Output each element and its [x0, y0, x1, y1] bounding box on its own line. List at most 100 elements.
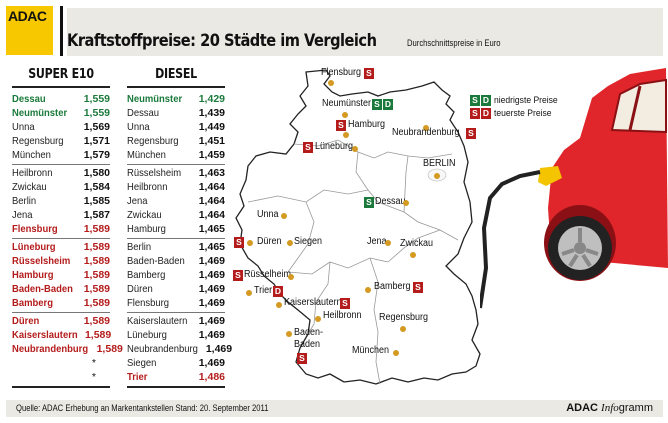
city-dot-icon [286, 331, 292, 337]
table-group: Berlin 1,465 Baden-Baden 1,469 Bamberg 1,469 D… [127, 239, 225, 313]
city-name: Berlin [127, 240, 152, 253]
city-dot-icon [342, 112, 348, 118]
price-value: 1,465 [198, 222, 225, 235]
table-row: Düren 1,469 [127, 282, 225, 296]
car-refuel-illustration [478, 58, 668, 310]
city-name: Regensburg [12, 134, 64, 147]
city-name: Rüsselsheim [12, 254, 71, 267]
price-value: 1,464 [198, 180, 225, 193]
table-row: Baden-Baden 1,469 [127, 254, 225, 268]
price-value: 1,459 [198, 148, 225, 161]
price-value: 1,451 [198, 134, 225, 147]
city-dot-icon [393, 350, 399, 356]
city-name: Flensburg [127, 296, 170, 309]
table-row: Regensburg 1,571 [12, 134, 110, 148]
map-label-siegen: Siegen [294, 236, 323, 247]
legend-high-label: teuerste Preise [494, 108, 552, 119]
map-label-ruesselsheim: Rüsselheim [244, 269, 292, 280]
page-subtitle: Durchschnittspreise in Euro [407, 38, 501, 48]
city-dot-icon [434, 173, 440, 179]
price-value: 1,449 [198, 120, 225, 133]
price-value: 1,469 [198, 268, 225, 281]
price-value: 1,469 [198, 314, 225, 327]
table-row: Dessau 1,439 [127, 106, 225, 120]
table-row: * [12, 370, 110, 384]
map-label-dessau: Dessau [375, 196, 406, 207]
city-name: Neumünster [12, 106, 68, 119]
title-band: Kraftstoffpreise: 20 Städte im Vergleich… [67, 8, 663, 56]
page-title: Kraftstoffpreise: 20 Städte im Vergleich [67, 31, 377, 51]
table-row: Lüneburg 1,589 [12, 240, 110, 254]
table-row: Flensburg 1,469 [127, 296, 225, 310]
table-group: Kaiserslautern 1,469 Lüneburg 1,469 Neubrand… [127, 313, 232, 388]
diesel-table: DIESEL Neumünster 1,429 Dessau 1,439 Unna 1,4… [127, 66, 232, 388]
table-row: München 1,459 [127, 148, 225, 162]
super-badge-icon: S [234, 237, 244, 248]
price-value: 1,463 [198, 166, 225, 179]
city-name: Heilbronn [12, 166, 53, 179]
price-value: 1,589 [83, 314, 110, 327]
adac-logo: ADAC [6, 6, 53, 55]
price-value: 1,579 [83, 148, 110, 161]
city-name: Zwickau [12, 180, 47, 193]
city-name: Lüneburg [12, 240, 56, 253]
table-group: Lüneburg 1,589 Rüsselsheim 1,589 Hamburg 1,58… [12, 239, 110, 313]
city-dot-icon [315, 316, 321, 322]
map-label-regensburg: Regensburg [379, 312, 429, 323]
table-row: Neumünster 1,429 [127, 92, 225, 106]
map-label-berlin: BERLIN [423, 158, 456, 169]
table-row: Rüsselsheim 1,463 [127, 166, 225, 180]
price-value: 1,469 [198, 282, 225, 295]
city-name: Zwickau [127, 208, 162, 221]
table-row: Düren 1,589 [12, 314, 110, 328]
price-value: 1,465 [198, 240, 225, 253]
footer-brand: ADAC Infogramm [566, 402, 653, 414]
table-group: Heilbronn 1,580 Zwickau 1,584 Berlin 1,585 Jen… [12, 165, 110, 239]
city-name: Heilbronn [127, 180, 168, 193]
map-label-flensburg: Flensburg [321, 67, 362, 78]
city-dot-icon [287, 240, 293, 246]
brand-rest: gramm [618, 402, 653, 414]
price-value: 1,589 [84, 328, 112, 341]
price-value: 1,469 [205, 342, 233, 355]
table-row: Bamberg 1,589 [12, 296, 110, 310]
table-group: Neumünster 1,429 Dessau 1,439 Unna 1,449 Regen… [127, 91, 225, 165]
city-name: München [127, 148, 166, 161]
city-dot-icon [247, 240, 253, 246]
price-value: 1,589 [83, 296, 110, 309]
table-row: Zwickau 1,464 [127, 208, 225, 222]
map-label-jena: Jena [367, 236, 387, 247]
table-row: Dessau 1,559 [12, 92, 110, 106]
price-value: 1,469 [198, 356, 225, 369]
super-badge-icon: S [413, 282, 423, 293]
table-group: Rüsselsheim 1,463 Heilbronn 1,464 Jena 1,464 Z… [127, 165, 225, 239]
city-dot-icon [281, 213, 287, 219]
table-row: Baden-Baden 1,589 [12, 282, 110, 296]
brand-italic: Info [601, 402, 619, 414]
map-label-neubrandenburg: Neubrandenburg [392, 127, 460, 138]
city-name: Dessau [12, 92, 46, 105]
map-label-dueren: Düren [257, 236, 282, 247]
map-label-heilbronn: Heilbronn [323, 310, 362, 321]
table-row: Lüneburg 1,469 [127, 328, 225, 342]
table-row: Heilbronn 1,580 [12, 166, 110, 180]
city-name: Dessau [127, 106, 160, 119]
table-row: Zwickau 1,584 [12, 180, 110, 194]
price-value: 1,464 [198, 194, 225, 207]
super-badge-icon: S [470, 108, 480, 119]
map-label-baden-baden-2: Baden [294, 339, 321, 350]
table-row: Trier 1,486 [127, 370, 225, 384]
diesel-badge-icon: D [481, 95, 491, 106]
city-name: Baden-Baden [127, 254, 185, 267]
city-name: Düren [127, 282, 153, 295]
price-value: 1,469 [198, 254, 225, 267]
city-name: Jena [127, 194, 148, 207]
city-dot-icon [343, 132, 349, 138]
legend-low-label: niedrigste Preise [494, 95, 558, 106]
super-badge-icon: S [364, 68, 374, 79]
city-dot-icon [400, 326, 406, 332]
price-value: * [91, 356, 96, 369]
price-value: 1,486 [198, 370, 225, 383]
table-row: Berlin 1,465 [127, 240, 225, 254]
city-name: Lüneburg [127, 328, 167, 341]
